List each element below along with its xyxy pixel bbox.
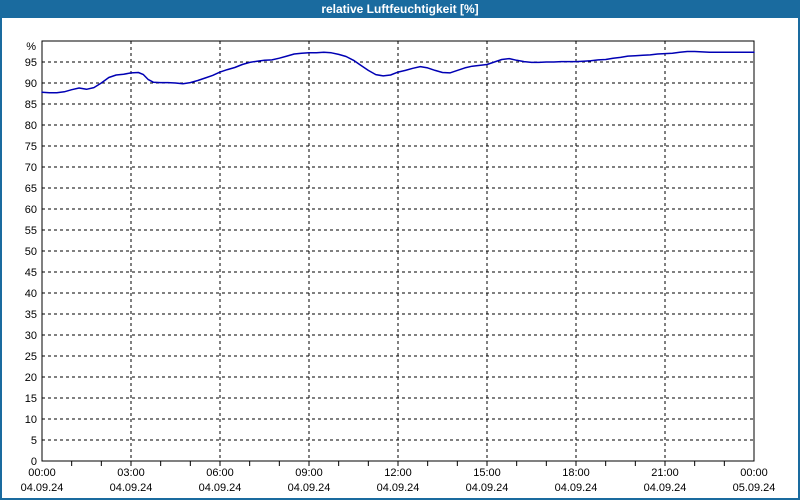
x-tick-time-label: 21:00 bbox=[651, 467, 679, 479]
y-tick-label: 0 bbox=[31, 456, 37, 468]
y-tick-label: 50 bbox=[25, 246, 37, 258]
y-tick-label: 75 bbox=[25, 141, 37, 153]
y-tick-label: 55 bbox=[25, 225, 37, 237]
x-tick-time-label: 09:00 bbox=[295, 467, 323, 479]
y-tick-label: 30 bbox=[25, 330, 37, 342]
window-border-bottom bbox=[0, 498, 800, 500]
window-border-right bbox=[798, 0, 800, 500]
y-tick-label: 60 bbox=[25, 204, 37, 216]
y-tick-label: 5 bbox=[31, 435, 37, 447]
y-axis-unit-label: % bbox=[26, 41, 36, 53]
y-tick-label: 20 bbox=[25, 372, 37, 384]
x-tick-date-label: 04.09.24 bbox=[466, 482, 509, 494]
window-title: relative Luftfeuchtigkeit [%] bbox=[321, 2, 479, 16]
window-titlebar: relative Luftfeuchtigkeit [%] bbox=[0, 0, 800, 18]
y-tick-label: 70 bbox=[25, 162, 37, 174]
y-tick-label: 90 bbox=[25, 78, 37, 90]
x-tick-date-label: 04.09.24 bbox=[199, 482, 242, 494]
y-tick-label: 40 bbox=[25, 288, 37, 300]
y-tick-label: 95 bbox=[25, 57, 37, 69]
x-tick-date-label: 04.09.24 bbox=[288, 482, 331, 494]
y-tick-label: 65 bbox=[25, 183, 37, 195]
x-tick-time-label: 00:00 bbox=[28, 467, 56, 479]
x-tick-time-label: 18:00 bbox=[562, 467, 590, 479]
x-tick-time-label: 06:00 bbox=[206, 467, 234, 479]
y-tick-label: 15 bbox=[25, 393, 37, 405]
humidity-series-line bbox=[41, 50, 755, 94]
x-tick-time-label: 12:00 bbox=[384, 467, 412, 479]
x-tick-date-label: 04.09.24 bbox=[110, 482, 153, 494]
y-tick-label: 80 bbox=[25, 120, 37, 132]
x-tick-date-label: 04.09.24 bbox=[21, 482, 64, 494]
x-tick-date-label: 04.09.24 bbox=[644, 482, 687, 494]
y-tick-label: 35 bbox=[25, 309, 37, 321]
x-tick-date-label: 05.09.24 bbox=[733, 482, 776, 494]
window-border-left bbox=[0, 0, 2, 500]
y-tick-label: 10 bbox=[25, 414, 37, 426]
x-tick-date-label: 04.09.24 bbox=[377, 482, 420, 494]
x-tick-time-label: 15:00 bbox=[473, 467, 501, 479]
x-tick-time-label: 00:00 bbox=[740, 467, 768, 479]
y-tick-label: 25 bbox=[25, 351, 37, 363]
x-tick-date-label: 04.09.24 bbox=[555, 482, 598, 494]
y-tick-label: 85 bbox=[25, 99, 37, 111]
y-tick-label: 45 bbox=[25, 267, 37, 279]
x-tick-time-label: 03:00 bbox=[117, 467, 145, 479]
